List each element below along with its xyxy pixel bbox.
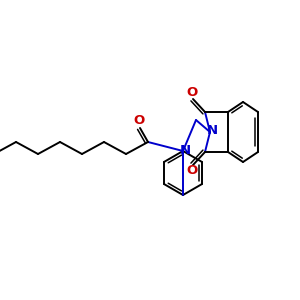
Text: N: N — [179, 143, 191, 157]
Text: O: O — [186, 86, 198, 100]
Text: O: O — [186, 164, 198, 178]
Text: O: O — [134, 115, 145, 128]
Text: N: N — [206, 124, 218, 137]
